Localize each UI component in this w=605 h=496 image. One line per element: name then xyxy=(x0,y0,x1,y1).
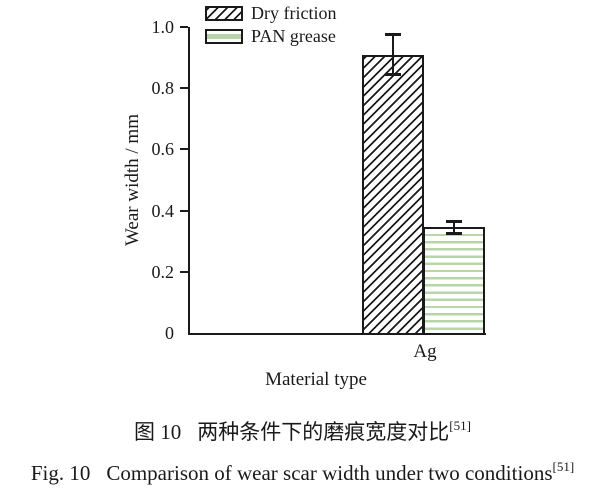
caption-chinese: 图 10 两种条件下的磨痕宽度对比[51] xyxy=(0,416,605,446)
legend: Dry friction PAN grease xyxy=(205,3,337,52)
caption-chinese-figure-number: 图 10 xyxy=(134,420,182,444)
caption-english-reference: [51] xyxy=(552,459,575,474)
y-tick-mark xyxy=(180,87,188,90)
caption-chinese-text: 两种条件下的磨痕宽度对比 xyxy=(197,420,450,444)
x-axis-line xyxy=(188,333,486,335)
y-tick-mark xyxy=(180,270,188,273)
legend-label-dry-friction: Dry friction xyxy=(251,3,337,23)
error-bar-pan-grease xyxy=(446,219,462,236)
x-tick-label-ag: Ag xyxy=(413,341,437,362)
legend-label-pan-grease: PAN grease xyxy=(251,26,336,46)
y-tick-label: 0.6 xyxy=(151,139,175,160)
caption-english: Fig. 10 Comparison of wear scar width und… xyxy=(0,459,605,486)
y-axis-line xyxy=(188,27,190,335)
y-tick-mark xyxy=(180,26,188,28)
caption-chinese-reference: [51] xyxy=(449,418,471,433)
y-tick-label: 0 xyxy=(165,323,174,343)
y-tick-mark xyxy=(180,209,188,212)
legend-item-pan-grease: PAN grease xyxy=(205,26,336,46)
error-bar-dry-friction xyxy=(385,33,401,76)
legend-item-dry-friction: Dry friction xyxy=(205,3,337,23)
y-tick-label: 0.2 xyxy=(151,261,175,282)
caption-english-figure-number: Fig. 10 xyxy=(30,461,91,485)
bar-chart: Wear width / mm 0 0.2 0.4 0.6 0.8 1.0 Ag Mate… xyxy=(122,3,486,390)
legend-swatch-pan-grease-stripes-icon xyxy=(205,29,243,44)
bar-pan-grease xyxy=(423,227,485,335)
caption-english-text: Comparison of wear scar width under two … xyxy=(106,461,553,485)
y-tick-label: 0.4 xyxy=(151,200,175,221)
y-tick-mark xyxy=(180,148,188,151)
x-axis-title: Material type xyxy=(265,369,367,390)
bar-dry-friction xyxy=(362,54,424,335)
y-axis-title: Wear width / mm xyxy=(122,114,143,246)
legend-swatch-dry-friction-hatch-icon xyxy=(205,6,243,21)
y-tick-label: 0.8 xyxy=(151,78,175,99)
y-tick-label: 1.0 xyxy=(151,17,175,37)
